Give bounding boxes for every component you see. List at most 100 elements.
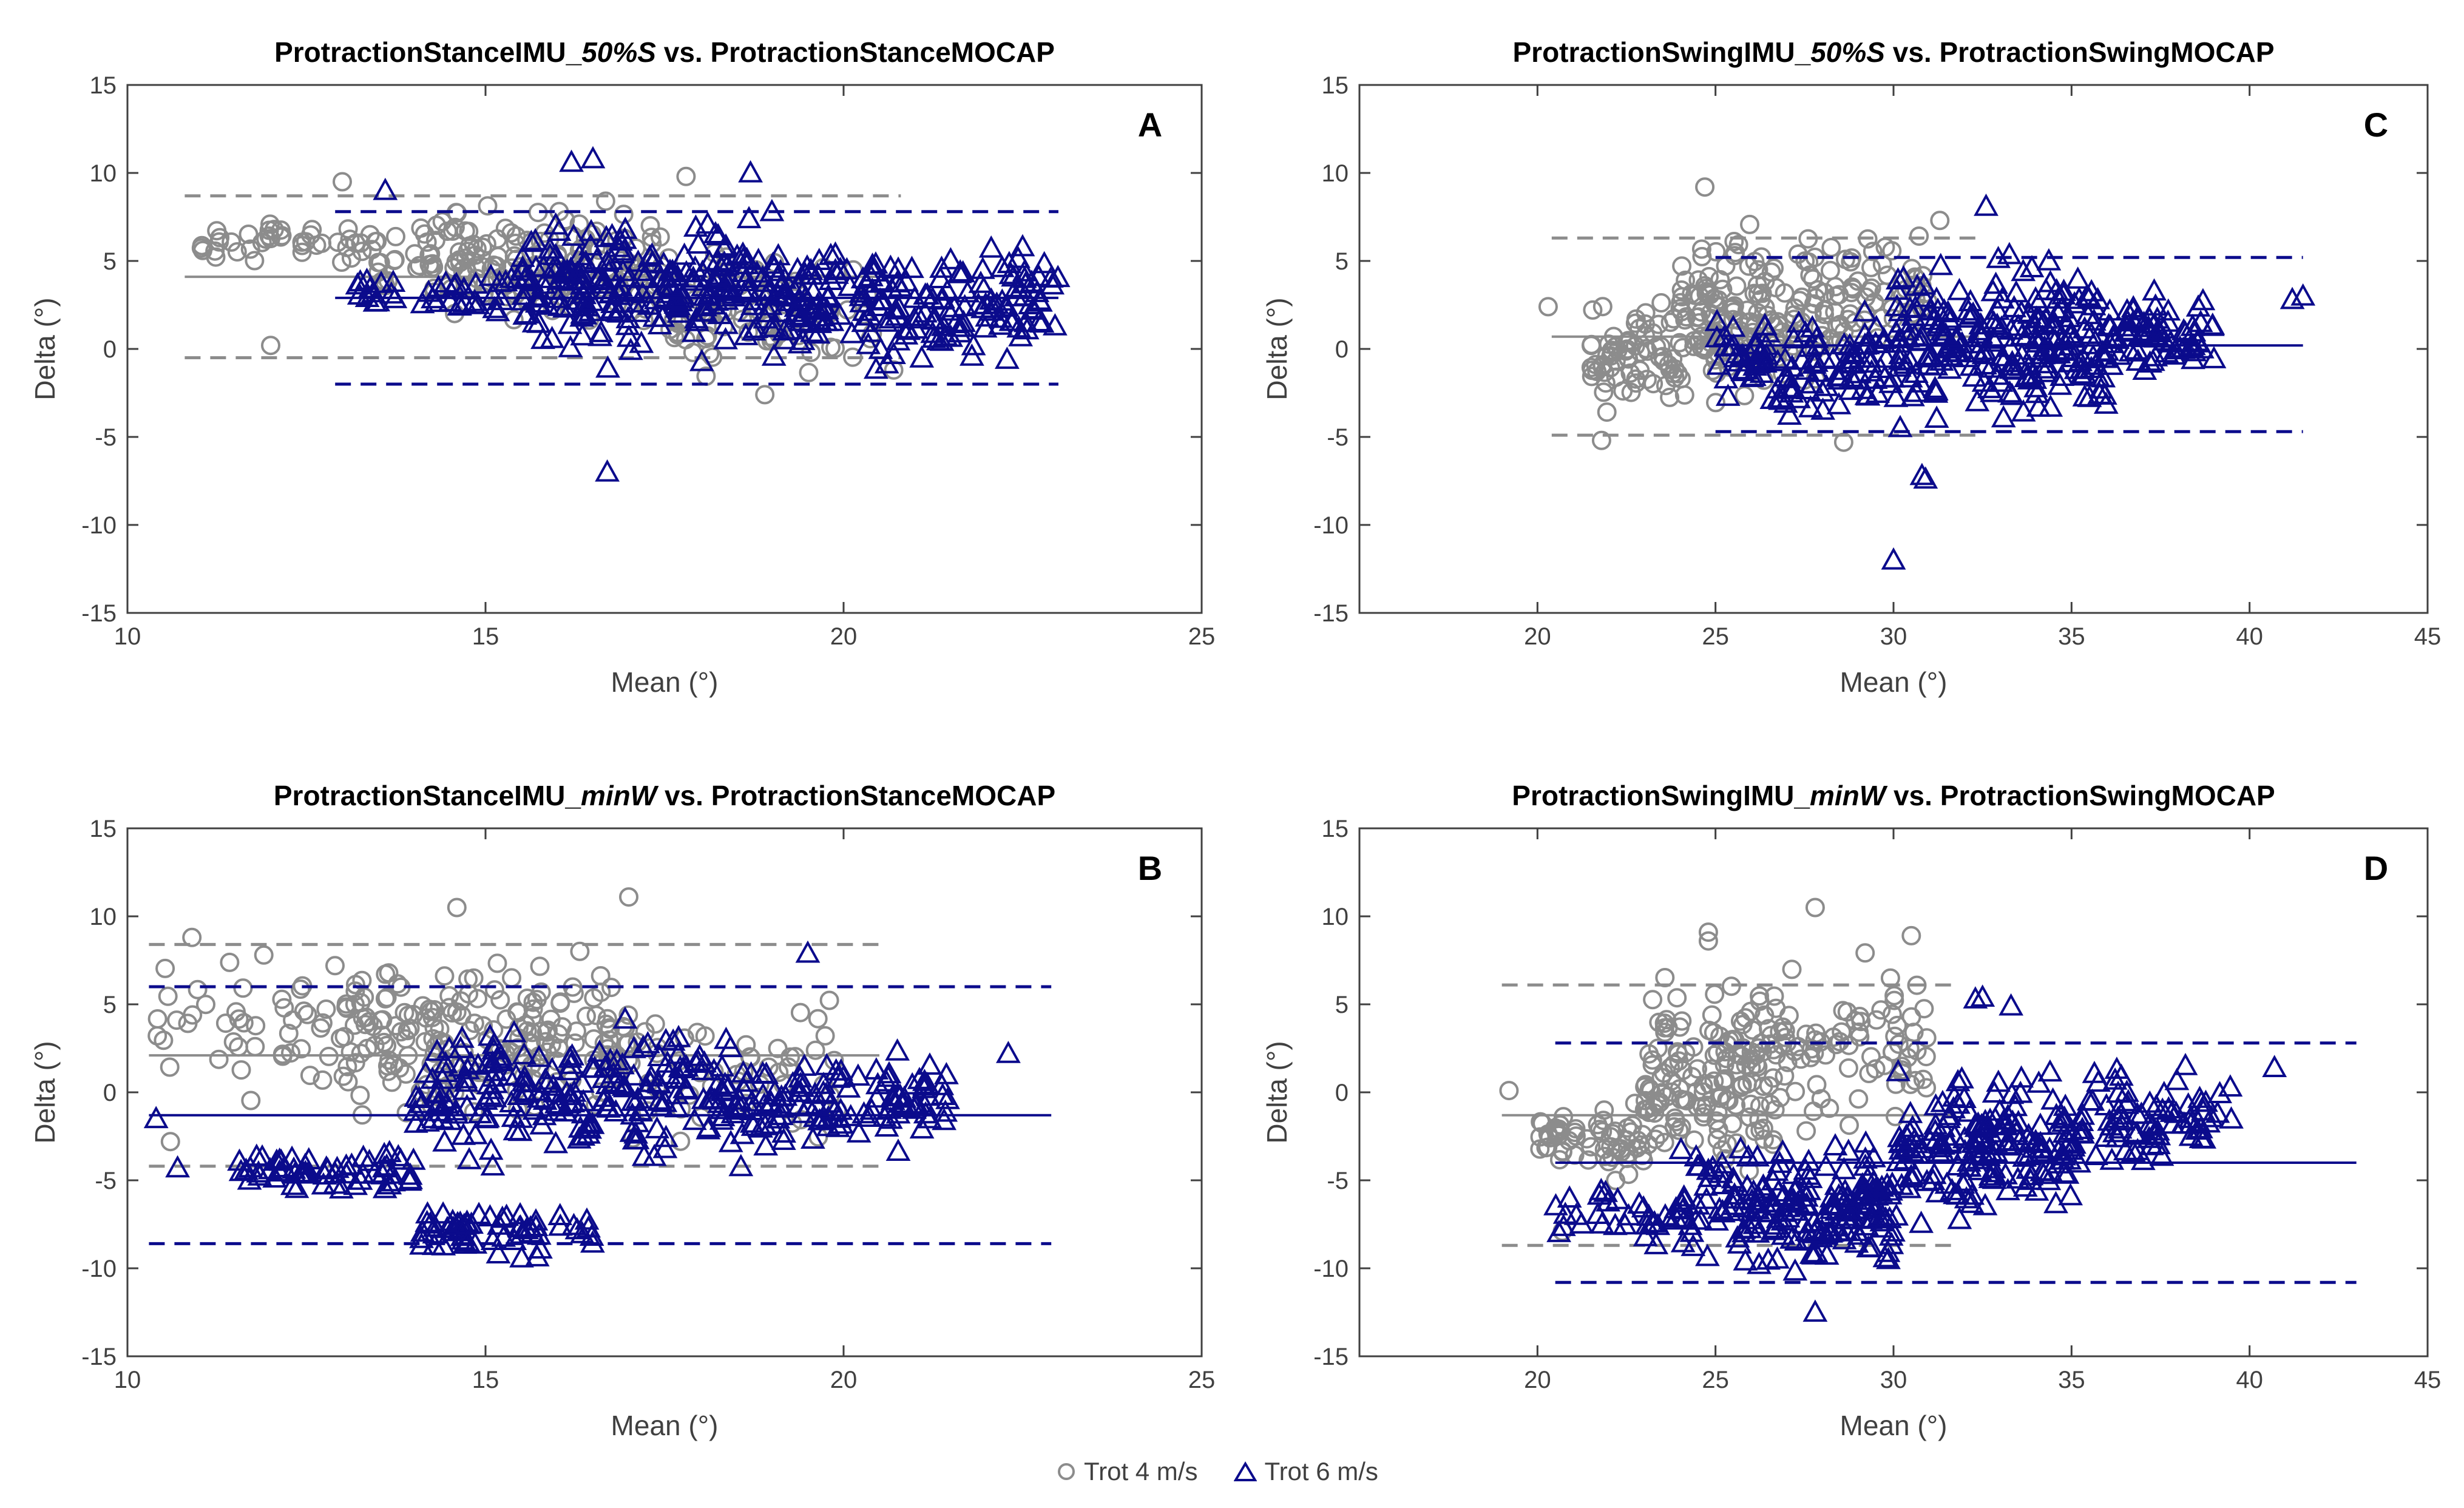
- data-point: [334, 1027, 354, 1047]
- data-point: [147, 1009, 168, 1029]
- data-point: [1952, 1086, 1977, 1108]
- data-point: [2149, 1143, 2175, 1166]
- data-point: [345, 981, 365, 1001]
- data-point: [1581, 357, 1601, 377]
- data-point: [784, 299, 808, 322]
- data-point-outlier: [1963, 986, 1988, 1009]
- data-point: [478, 263, 504, 286]
- data-point: [466, 1202, 492, 1225]
- data-point: [885, 1038, 910, 1061]
- data-point: [2173, 320, 2198, 343]
- data-point: [1838, 1058, 1858, 1078]
- data-point: [1754, 342, 1779, 365]
- data-point: [1924, 405, 1949, 428]
- data-point: [1887, 1131, 1913, 1154]
- data-point: [936, 298, 961, 321]
- data-point: [558, 1083, 583, 1106]
- data-point: [1597, 402, 1617, 422]
- data-point: [1802, 345, 1827, 368]
- data-point: [2079, 279, 2104, 302]
- y-tick-label: 15: [1322, 72, 1349, 99]
- data-point: [1633, 1224, 1658, 1246]
- data-point: [519, 229, 544, 252]
- data-point: [2113, 1138, 2138, 1161]
- data-point-outlier: [580, 146, 606, 169]
- data-point: [1706, 242, 1726, 262]
- data-point: [800, 1126, 825, 1149]
- data-point: [2054, 313, 2080, 335]
- data-point: [502, 1228, 527, 1250]
- data-point: [415, 224, 435, 244]
- data-point: [338, 1072, 358, 1092]
- data-point: [687, 1023, 707, 1043]
- data-point: [2080, 1088, 2105, 1111]
- data-point: [1802, 1220, 1827, 1243]
- data-point: [656, 272, 681, 296]
- data-point: [902, 306, 927, 329]
- data-point: [154, 1030, 174, 1050]
- x-axis-label: Mean (°): [1840, 666, 1948, 698]
- data-point: [1694, 1186, 1719, 1209]
- data-point: [252, 232, 272, 252]
- data-point: [1999, 317, 2023, 340]
- data-point: [530, 956, 550, 976]
- data-point: [746, 248, 771, 270]
- y-tick-label: -10: [81, 1256, 117, 1282]
- data-point: [507, 1118, 533, 1141]
- data-point: [292, 232, 312, 252]
- data-point: [1836, 1138, 1861, 1161]
- data-point: [1871, 1000, 1891, 1020]
- data-point: [728, 1154, 754, 1177]
- data-point: [1029, 310, 1055, 333]
- data-point: [691, 1058, 716, 1080]
- chart-panel-a: 10 15 20 25 -15 -10 -5 0 5 10 15 Mean (°) Delta (°) P…: [29, 36, 1215, 698]
- data-point: [731, 280, 757, 303]
- data-point: [403, 1111, 428, 1133]
- data-point: [709, 1054, 735, 1077]
- data-point: [2026, 291, 2051, 313]
- y-tick-label: 0: [1335, 1080, 1349, 1106]
- data-point: [935, 1087, 960, 1109]
- data-point: [223, 1032, 243, 1052]
- data-point: [1887, 1015, 1907, 1035]
- data-point: [960, 343, 984, 366]
- data-point: [714, 1026, 739, 1049]
- data-point: [712, 250, 737, 273]
- data-point: [1958, 302, 1983, 325]
- data-point: [1730, 1011, 1750, 1031]
- data-point: [374, 1032, 394, 1052]
- data-point: [1965, 340, 1990, 363]
- data-point: [240, 239, 260, 259]
- data-point: [245, 1036, 265, 1057]
- data-point: [1834, 322, 1854, 342]
- panel-label: C: [2364, 106, 2388, 144]
- data-point-outlier: [1909, 462, 1935, 485]
- data-point: [2144, 1094, 2169, 1117]
- data-point: [603, 1070, 628, 1092]
- data-point: [612, 216, 638, 239]
- data-point: [509, 1221, 534, 1244]
- data-point: [1838, 351, 1864, 374]
- data-point: [1900, 384, 1925, 407]
- data-point: [952, 294, 978, 317]
- data-point-outlier: [795, 940, 821, 963]
- data-point: [1957, 1099, 1982, 1122]
- data-point: [721, 284, 746, 306]
- data-point: [2155, 309, 2181, 332]
- data-point: [788, 305, 813, 328]
- data-point: [1994, 1133, 2020, 1156]
- data-point-outlier: [1538, 297, 1558, 317]
- data-point: [2154, 340, 2179, 363]
- data-point: [591, 966, 611, 986]
- panel-label: B: [1138, 849, 1162, 887]
- data-point: [594, 1054, 618, 1077]
- data-point: [736, 206, 762, 229]
- data-point: [1947, 1206, 1972, 1229]
- data-point: [1889, 310, 1915, 333]
- data-point: [1586, 354, 1606, 374]
- y-tick-label: -15: [1313, 600, 1349, 627]
- data-point: [551, 261, 577, 284]
- data-point: [720, 1101, 746, 1124]
- data-point: [508, 1003, 528, 1023]
- data-point: [1648, 1038, 1668, 1058]
